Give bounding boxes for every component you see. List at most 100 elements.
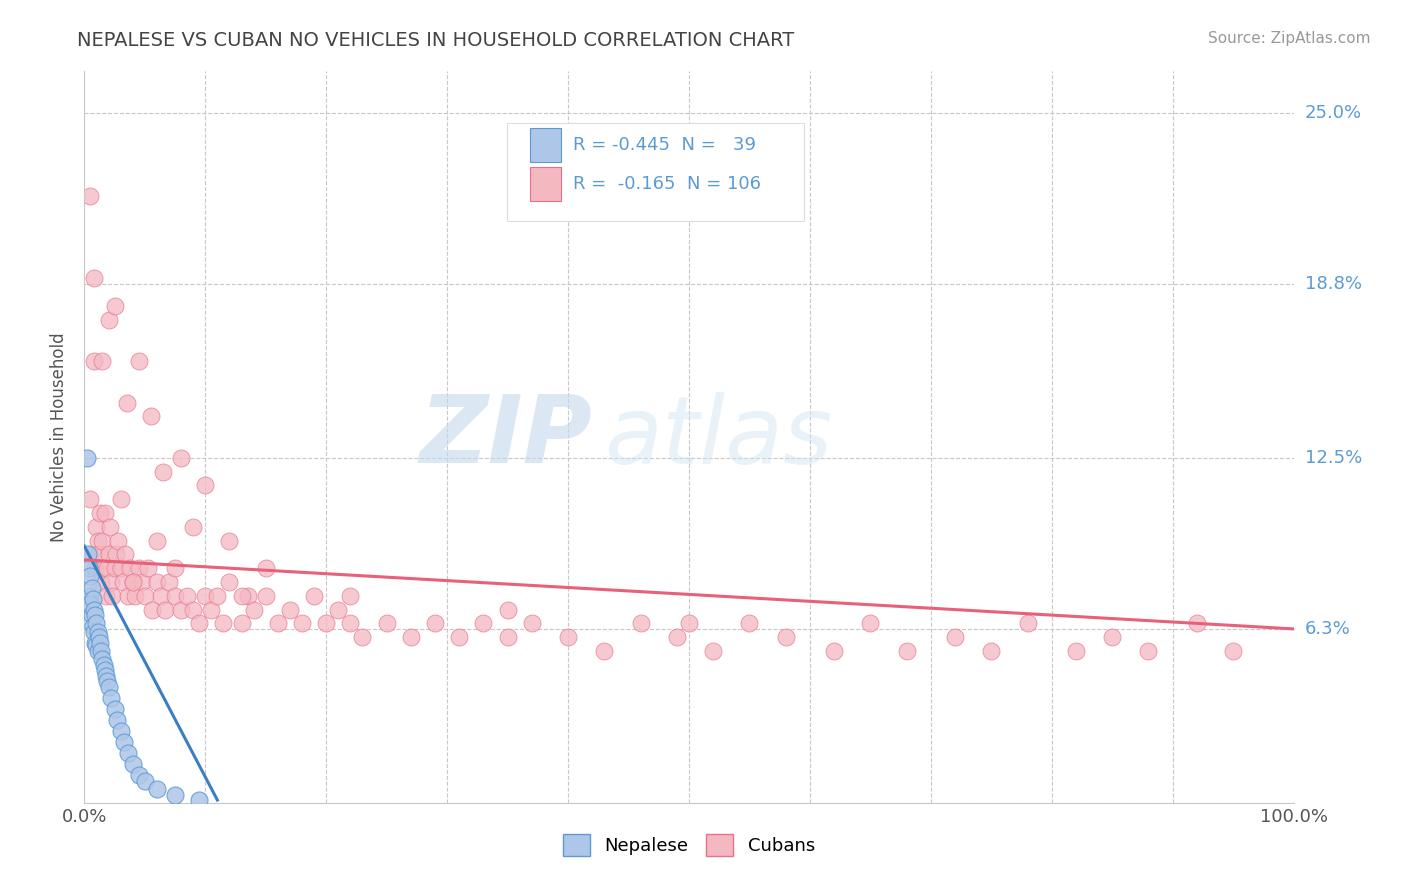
Point <box>254 561 277 575</box>
Point <box>82 548 104 562</box>
Point <box>100 690 122 705</box>
Text: atlas: atlas <box>605 392 832 483</box>
Point <box>79 188 101 202</box>
Point <box>242 602 264 616</box>
Point <box>98 520 121 534</box>
Point <box>134 773 156 788</box>
Point <box>110 724 132 739</box>
Point <box>176 589 198 603</box>
Point <box>291 616 314 631</box>
Point <box>94 669 117 683</box>
Point <box>165 589 187 603</box>
Point <box>1064 644 1087 658</box>
Text: R = -0.445  N =   39: R = -0.445 N = 39 <box>572 136 755 153</box>
Point <box>738 616 761 631</box>
Text: 25.0%: 25.0% <box>1305 103 1362 122</box>
Point <box>86 624 108 639</box>
Point <box>254 589 277 603</box>
Point <box>339 616 361 631</box>
Point <box>375 616 398 631</box>
Point <box>94 663 117 677</box>
Point <box>1017 616 1039 631</box>
Point <box>83 354 105 368</box>
Text: R =  -0.165  N = 106: R = -0.165 N = 106 <box>572 175 761 193</box>
Point <box>231 616 253 631</box>
Point <box>1185 616 1208 631</box>
Point <box>702 644 724 658</box>
Point <box>194 589 217 603</box>
Point <box>157 574 180 589</box>
Point <box>496 630 519 644</box>
Point <box>399 630 422 644</box>
Point <box>91 354 114 368</box>
Point <box>155 602 177 616</box>
Point <box>131 574 153 589</box>
Point <box>82 619 104 633</box>
Point <box>665 630 688 644</box>
Point <box>128 354 150 368</box>
Point <box>83 602 105 616</box>
Point <box>86 616 108 631</box>
Point <box>112 735 135 749</box>
Point <box>138 561 160 575</box>
Point <box>117 589 139 603</box>
Point <box>97 312 120 326</box>
Point <box>236 589 259 603</box>
Point <box>170 450 193 465</box>
Point <box>83 624 105 639</box>
Point <box>207 589 229 603</box>
Point <box>128 561 150 575</box>
Point <box>165 788 187 802</box>
Point <box>82 591 104 606</box>
Point <box>943 630 966 644</box>
Point <box>87 630 110 644</box>
Point <box>278 602 301 616</box>
Point <box>97 680 120 694</box>
Point <box>104 702 127 716</box>
Point <box>91 533 114 548</box>
Point <box>146 574 169 589</box>
Point <box>152 465 174 479</box>
Point <box>101 589 124 603</box>
Point <box>1137 644 1160 658</box>
Point <box>218 533 240 548</box>
Point <box>115 395 138 409</box>
Point <box>79 492 101 507</box>
Point <box>94 589 117 603</box>
Text: ZIP: ZIP <box>419 391 592 483</box>
Point <box>77 589 100 603</box>
Point <box>124 589 146 603</box>
Point <box>212 616 235 631</box>
Point <box>110 561 132 575</box>
Point <box>79 597 101 611</box>
Text: NEPALESE VS CUBAN NO VEHICLES IN HOUSEHOLD CORRELATION CHART: NEPALESE VS CUBAN NO VEHICLES IN HOUSEHO… <box>77 31 794 50</box>
Point <box>339 589 361 603</box>
Point <box>1222 644 1244 658</box>
Point <box>91 652 114 666</box>
Point <box>110 492 132 507</box>
Point <box>90 574 112 589</box>
Point <box>96 561 118 575</box>
Point <box>557 630 579 644</box>
Point <box>302 589 325 603</box>
Point <box>141 602 163 616</box>
Point <box>328 602 350 616</box>
Point <box>114 548 136 562</box>
Point <box>83 271 105 285</box>
Text: Source: ZipAtlas.com: Source: ZipAtlas.com <box>1208 31 1371 46</box>
Point <box>630 616 652 631</box>
Point <box>352 630 374 644</box>
Point <box>80 581 103 595</box>
Point <box>96 674 118 689</box>
Point <box>86 533 108 548</box>
Point <box>104 561 127 575</box>
Y-axis label: No Vehicles in Household: No Vehicles in Household <box>51 332 69 542</box>
Point <box>79 569 101 583</box>
Point <box>84 561 107 575</box>
Point <box>181 520 204 534</box>
Point <box>170 602 193 616</box>
Point <box>86 644 108 658</box>
Point <box>77 561 100 575</box>
Point <box>84 608 107 623</box>
Point <box>315 616 337 631</box>
